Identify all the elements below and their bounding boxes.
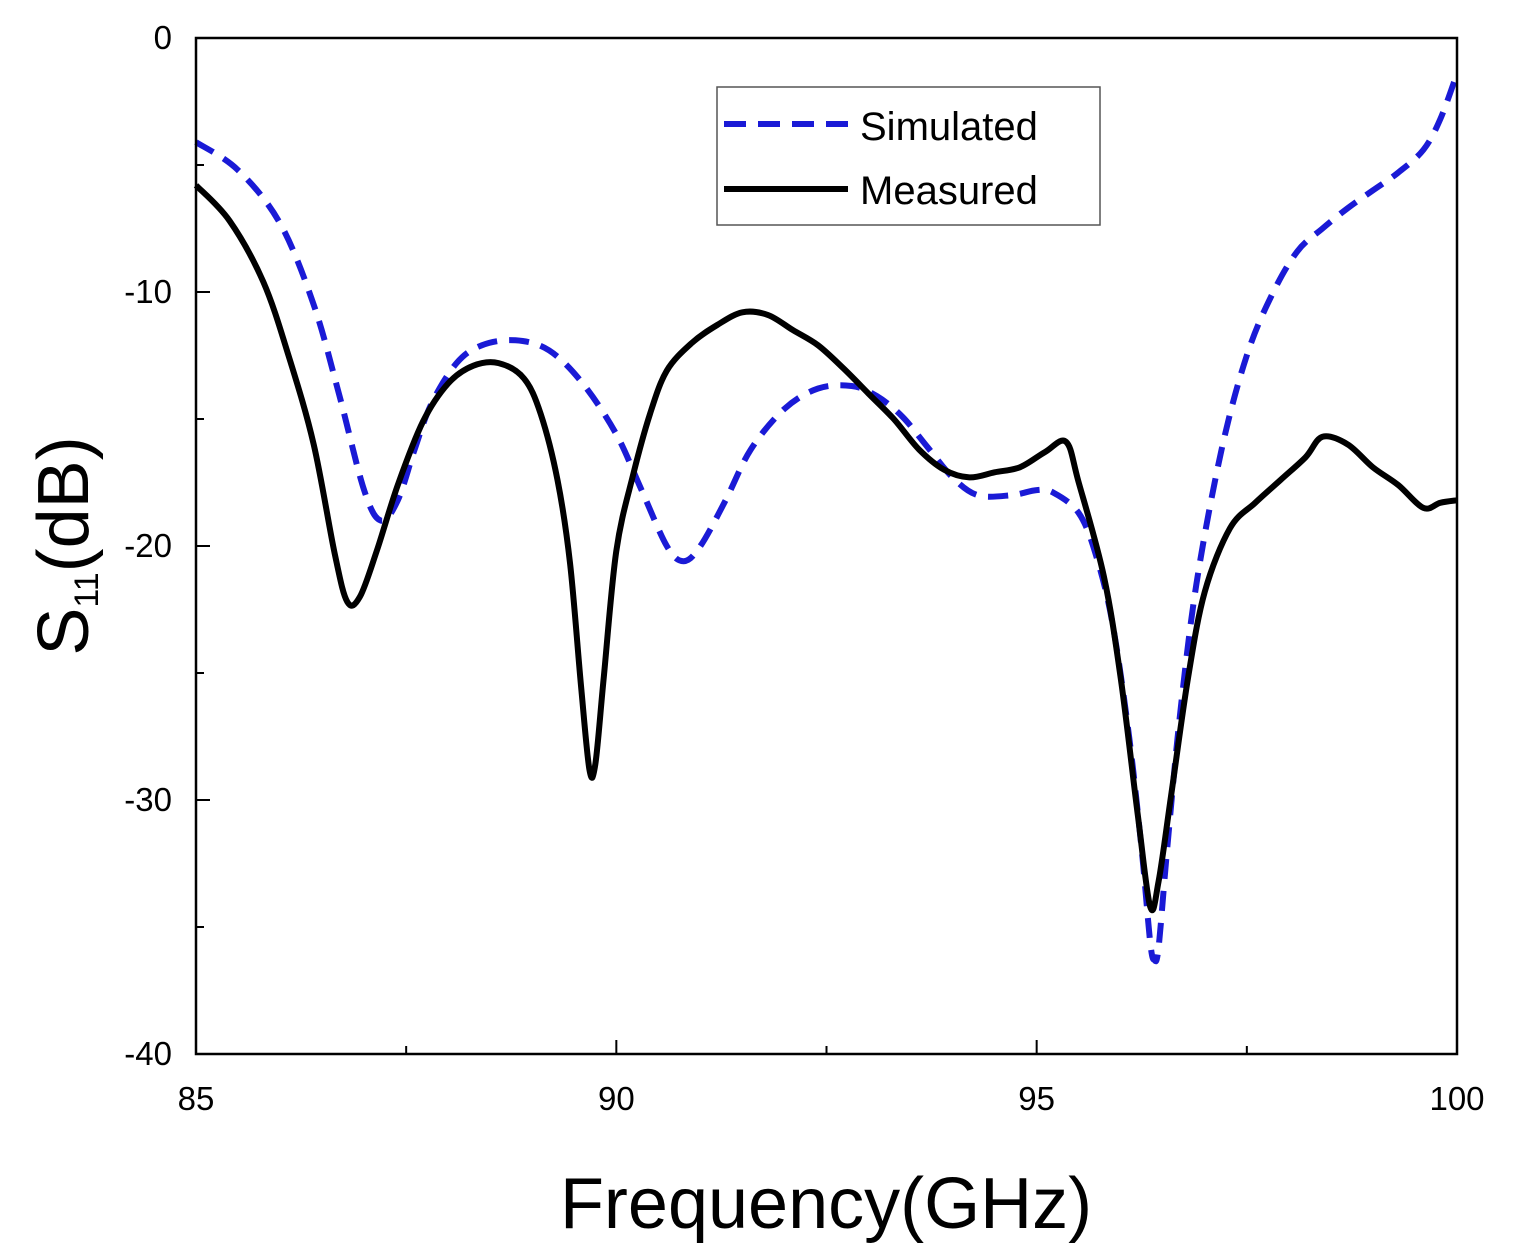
y-axis-title-main: S [24,608,104,656]
y-axis-title-subscript: 11 [68,572,106,607]
series-layer [193,72,1460,965]
legend-label-measured: Measured [860,169,1038,213]
legend-label-simulated: Simulated [860,105,1038,149]
x-tick-label-90: 90 [598,1080,635,1117]
y-axis-title: S11(dB) [24,436,106,655]
y-tick-label--30: -30 [124,781,172,818]
y-tick-label--10: -10 [124,273,172,310]
x-tick-label-95: 95 [1018,1080,1055,1117]
y-tick-label-0: 0 [154,19,172,56]
y-axis-title-unit: (dB) [24,436,104,572]
y-tick-label--40: -40 [124,1035,172,1072]
x-tick-label-85: 85 [178,1080,215,1117]
x-axis-title: Frequency(GHz) [560,1164,1092,1244]
y-tick-label--20: -20 [124,527,172,564]
series-line-measured [193,183,1458,914]
legend: Simulated Measured [716,86,1101,226]
legend-box [716,86,1101,226]
ticks-layer: 85 90 95 100 0 -10 -20 -30 -40 [124,19,1484,1117]
x-tick-label-100: 100 [1429,1080,1484,1117]
